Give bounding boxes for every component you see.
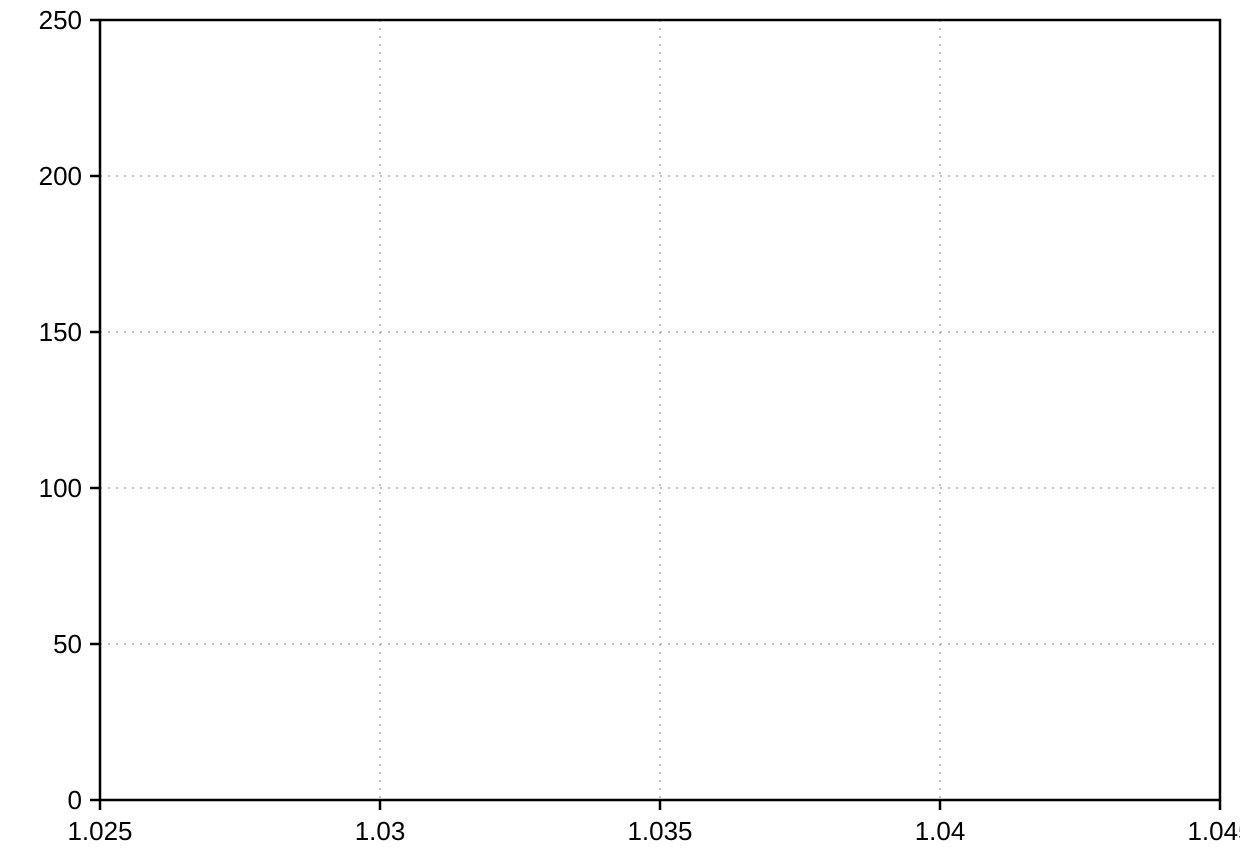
y-tick-label: 0 bbox=[68, 785, 82, 815]
y-tick-label: 250 bbox=[39, 5, 82, 35]
x-tick-label: 1.035 bbox=[627, 816, 692, 846]
y-tick-label: 150 bbox=[39, 317, 82, 347]
y-tick-label: 100 bbox=[39, 473, 82, 503]
x-tick-label: 1.04 bbox=[915, 816, 966, 846]
chart-container: 1.025 1.03 1.035 1.04 1.045 0 50 100 150 200 250 bbox=[0, 0, 1240, 855]
x-tick-label: 1.045 bbox=[1187, 816, 1240, 846]
x-tick-label: 1.03 bbox=[355, 816, 406, 846]
line-chart: 1.025 1.03 1.035 1.04 1.045 0 50 100 150 200 250 bbox=[0, 0, 1240, 855]
y-tick-label: 50 bbox=[53, 629, 82, 659]
x-tick-label: 1.025 bbox=[67, 816, 132, 846]
chart-bg bbox=[0, 0, 1240, 855]
y-tick-label: 200 bbox=[39, 161, 82, 191]
